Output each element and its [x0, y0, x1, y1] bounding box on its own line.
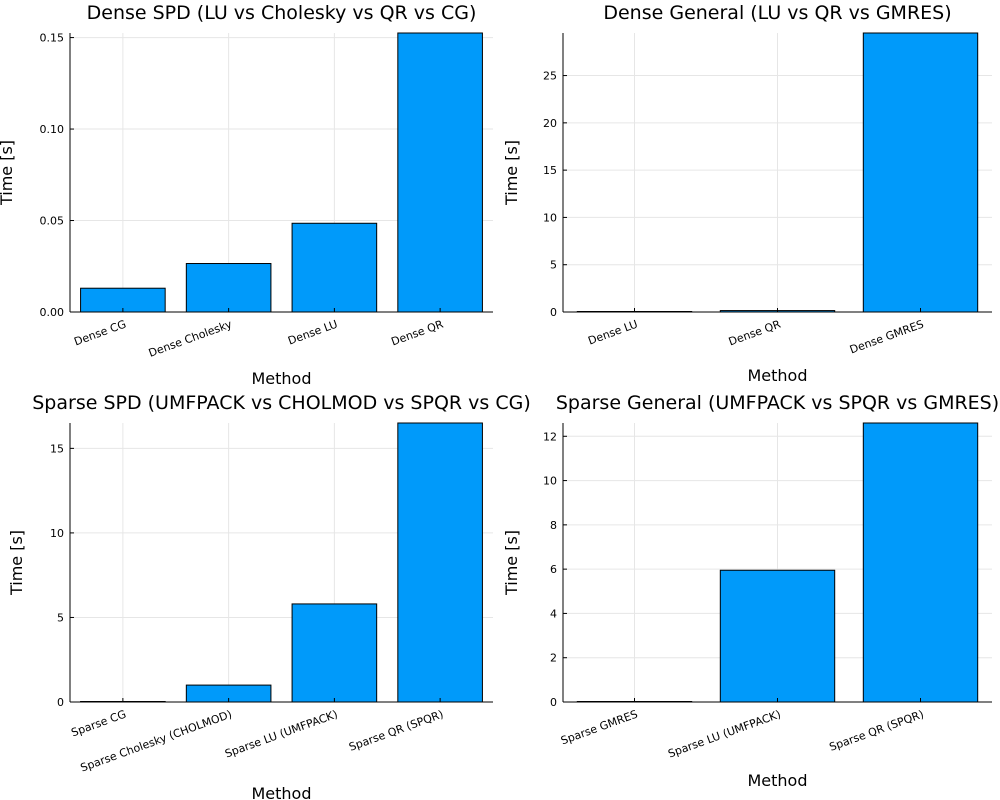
x-axis-label: Method	[747, 771, 807, 790]
y-tick-label: 0	[550, 306, 557, 319]
x-tick-label: Dense QR	[389, 317, 445, 348]
y-tick-label: 10	[543, 211, 557, 224]
subplot-2: 0 5 10 15 20 25 Dense LU Dense QR Dense GMRES Den…	[502, 2, 992, 385]
x-tick-label: Sparse QR (SPQR)	[828, 708, 926, 754]
y-tick-label: 0.15	[40, 32, 65, 45]
y-tick-label: 0.10	[40, 123, 65, 136]
bar-dense-qr	[397, 32, 483, 313]
x-tick-label: Dense GMRES	[848, 318, 926, 357]
y-tick-label: 4	[550, 607, 557, 620]
bar-sparse-qr-spqr-	[397, 422, 483, 703]
y-tick-label: 2	[550, 652, 557, 665]
bar-dense-cholesky	[185, 263, 272, 313]
y-tick-label: 15	[543, 164, 557, 177]
y-tick-label: 12	[543, 430, 557, 443]
x-tick-label: Sparse GMRES	[559, 708, 639, 748]
y-tick-label: 5	[550, 259, 557, 272]
y-tick-label: 6	[550, 563, 557, 576]
bar-sparse-lu-umfpack-	[719, 569, 836, 703]
chart-title: Dense SPD (LU vs Cholesky vs QR vs CG)	[87, 2, 477, 24]
x-tick-label: Sparse LU (UMFPACK)	[666, 708, 782, 761]
x-axis-label: Method	[747, 366, 807, 385]
chart-title: Sparse SPD (UMFPACK vs CHOLMOD vs SPQR v…	[32, 392, 530, 414]
y-tick-label: 25	[543, 70, 557, 83]
y-axis-label: Time [s]	[502, 530, 521, 596]
x-tick-label: Dense LU	[286, 318, 339, 348]
y-axis-label: Time [s]	[7, 530, 26, 596]
y-tick-label: 8	[550, 519, 557, 532]
y-tick-label: 5	[57, 611, 64, 624]
bar-dense-gmres	[862, 32, 979, 313]
x-axis-label: Method	[251, 784, 311, 800]
chart-title: Dense General (LU vs QR vs GMRES)	[603, 2, 951, 24]
bar-dense-lu	[291, 222, 378, 313]
y-tick-label: 20	[543, 117, 557, 130]
y-axis-label: Time [s]	[0, 140, 16, 206]
y-tick-label: 0	[550, 696, 557, 709]
subplot-4: 0 2 4 6 8 10 12 Sparse GMRES Sparse LU (UMFPACK)…	[502, 392, 999, 790]
y-tick-label: 0.00	[40, 306, 65, 319]
y-tick-label: 0	[57, 696, 64, 709]
x-tick-label: Sparse LU (UMFPACK)	[223, 708, 339, 761]
x-tick-label: Dense LU	[586, 318, 639, 348]
y-axis-label: Time [s]	[502, 140, 521, 206]
x-axis-label: Method	[251, 369, 311, 388]
y-tick-label: 10	[543, 475, 557, 488]
x-tick-label: Dense QR	[727, 317, 783, 348]
x-tick-label: Sparse CG	[69, 708, 127, 740]
chart-title: Sparse General (UMFPACK vs SPQR vs GMRES…	[556, 392, 999, 414]
x-tick-label: Dense Cholesky	[147, 317, 234, 359]
x-tick-label: Dense CG	[72, 318, 128, 349]
bar-sparse-lu-umfpack-	[291, 603, 378, 703]
bar-sparse-qr-spqr-	[862, 422, 979, 703]
subplot-1: 0.00 0.05 0.10 0.15 Dense CG Dense Cholesky De…	[0, 2, 493, 388]
y-tick-label: 10	[50, 527, 64, 540]
y-tick-label: 0.05	[40, 215, 65, 228]
y-tick-label: 15	[50, 442, 64, 455]
x-tick-label: Sparse QR (SPQR)	[347, 708, 445, 754]
